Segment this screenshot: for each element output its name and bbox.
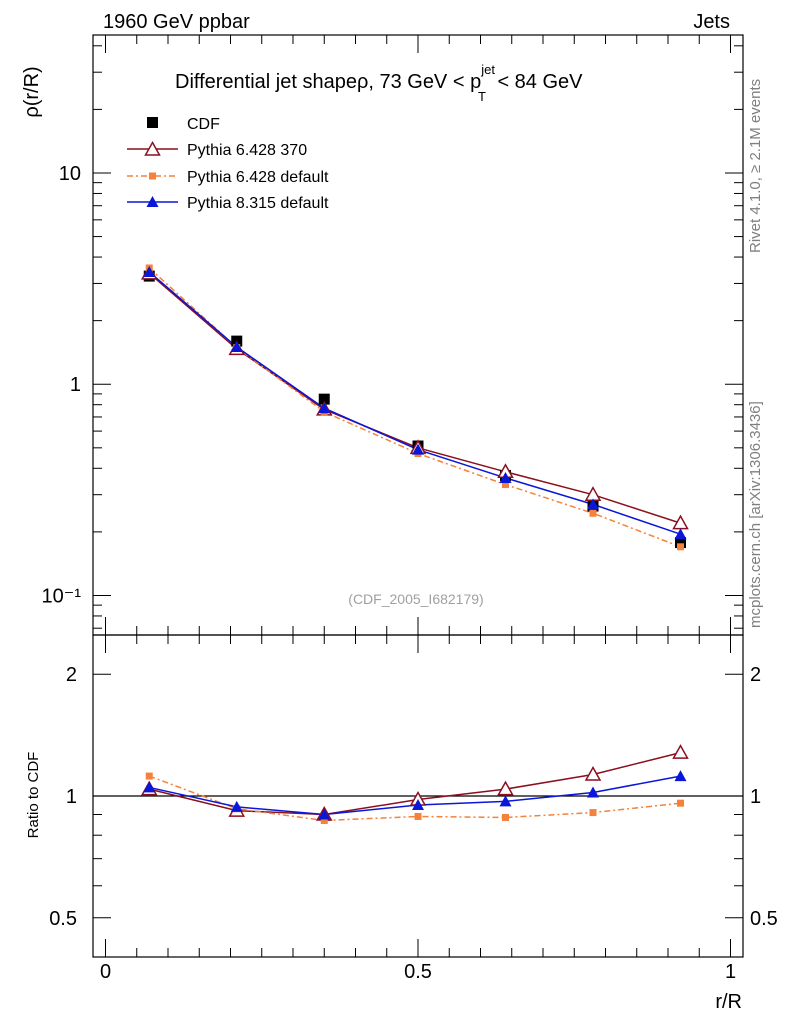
chart-title-prefix: Differential jet shapeρ, 73 GeV < p bbox=[175, 71, 481, 93]
main-y-tick-label: 10⁻¹ bbox=[42, 585, 82, 607]
main-line-pythia6_370 bbox=[148, 272, 681, 524]
main-y-ticks bbox=[93, 45, 743, 629]
legend: CDF Pythia 6.428 370 Pythia 6.428 defaul… bbox=[127, 116, 329, 212]
ratio-point-pythia6_default bbox=[414, 812, 422, 820]
main-point-pythia8_default bbox=[230, 341, 243, 353]
main-y-tick-label: 1 bbox=[70, 374, 81, 396]
legend-marker-pythia6-370 bbox=[144, 140, 161, 156]
legend-marker-pythia8-default bbox=[146, 196, 159, 207]
process-label: Jets bbox=[693, 11, 730, 33]
main-point-pythia8_default bbox=[412, 443, 424, 455]
main-y-tick-label: 10 bbox=[59, 163, 81, 185]
main-y-axis-label: ρ(r/R) bbox=[21, 66, 43, 117]
ratio-point-pythia6_370 bbox=[672, 744, 689, 759]
ratio-point-pythia6_default bbox=[320, 816, 328, 824]
ratio-point-pythia6_default bbox=[677, 799, 684, 807]
legend-label-cdf: CDF bbox=[187, 116, 220, 133]
chart-title-suffix: < 84 GeV bbox=[492, 71, 583, 93]
legend-label-pythia6-370: Pythia 6.428 370 bbox=[187, 142, 307, 159]
ratio-y-tick-label: 0.5 bbox=[49, 908, 77, 930]
main-line-pythia6_default bbox=[148, 267, 681, 548]
ratio-y-tick-label-right: 0.5 bbox=[750, 908, 778, 930]
main-line-pythia8_default bbox=[148, 271, 681, 535]
ratio-point-pythia8_default bbox=[499, 795, 512, 807]
main-point-pythia8_default bbox=[499, 471, 512, 483]
ratio-x-tick-labels: 0 0.5 1 bbox=[100, 961, 736, 983]
main-point-cdf bbox=[318, 393, 330, 405]
legend-label-pythia6-default: Pythia 6.428 default bbox=[187, 169, 329, 186]
main-point-pythia8_default bbox=[318, 402, 331, 414]
ratio-y-tick-label: 2 bbox=[66, 664, 77, 686]
legend-marker-pythia6-default bbox=[149, 172, 156, 180]
ratio-series-group bbox=[140, 744, 689, 824]
main-point-pythia6_370 bbox=[672, 514, 689, 530]
ratio-point-pythia8_default bbox=[143, 781, 156, 793]
ratio-point-pythia8_default bbox=[412, 799, 424, 811]
ratio-point-pythia8_default bbox=[674, 770, 687, 782]
main-point-pythia6_default bbox=[502, 481, 509, 489]
ratio-y-tick-label-right: 1 bbox=[750, 786, 761, 808]
x-tick-label: 0.5 bbox=[404, 961, 432, 983]
ratio-point-pythia6_370 bbox=[584, 765, 602, 781]
x-axis-label: r/R bbox=[715, 991, 742, 1013]
ratio-point-pythia6_default bbox=[145, 772, 153, 780]
ratio-y-axis-label: Ratio to CDF bbox=[25, 752, 42, 839]
main-point-pythia8_default bbox=[674, 528, 687, 540]
ratio-y-tick-label: 1 bbox=[66, 786, 77, 808]
ratio-point-pythia8_default bbox=[230, 800, 243, 812]
ratio-x-ticks bbox=[105, 635, 731, 957]
analysis-id-annotation: (CDF_2005_I682179) bbox=[348, 591, 483, 607]
x-tick-label: 1 bbox=[725, 961, 736, 983]
ratio-y-tick-labels: 0.5 0.5 1 1 2 2 bbox=[49, 664, 778, 930]
ratio-point-pythia6_default bbox=[589, 809, 597, 817]
chart-title-sup: jet bbox=[480, 62, 495, 77]
main-plot-panel: 10⁻¹ 1 10 ρ(r/R) Differential jet shapeρ, … bbox=[21, 34, 744, 636]
main-series-group bbox=[140, 264, 689, 551]
ratio-y-tick-label-right: 2 bbox=[750, 664, 761, 686]
chart-title-sub: T bbox=[478, 89, 486, 104]
main-y-tick-labels: 10⁻¹ 1 10 bbox=[42, 163, 82, 607]
ratio-point-pythia8_default bbox=[318, 808, 331, 820]
main-point-cdf bbox=[675, 537, 686, 549]
x-tick-label: 0 bbox=[100, 961, 111, 983]
main-point-pythia8_default bbox=[143, 265, 156, 277]
main-point-pythia6_default bbox=[589, 509, 597, 517]
ratio-point-pythia8_default bbox=[587, 786, 599, 798]
rivet-version-label: Rivet 4.1.0, ≥ 2.1M events bbox=[747, 79, 764, 253]
ratio-plot-panel: 0.5 0.51 12 2 0 0.5 1 Ratio to CDF r/R bbox=[25, 634, 778, 1013]
ratio-point-pythia6_370 bbox=[497, 780, 514, 796]
chart-title: Differential jet shapeρ, 73 GeV < pjet T … bbox=[175, 62, 583, 104]
main-point-pythia8_default bbox=[587, 498, 599, 510]
main-x-ticks bbox=[105, 35, 731, 635]
legend-marker-cdf bbox=[147, 117, 158, 128]
collider-label: 1960 GeV ppbar bbox=[103, 11, 250, 33]
mcplots-label: mcplots.cern.ch [arXiv:1306.3436] bbox=[747, 401, 764, 628]
legend-label-pythia8-default: Pythia 8.315 default bbox=[187, 195, 329, 212]
ratio-point-pythia6_default bbox=[502, 813, 509, 821]
main-point-pythia6_default bbox=[677, 543, 684, 551]
